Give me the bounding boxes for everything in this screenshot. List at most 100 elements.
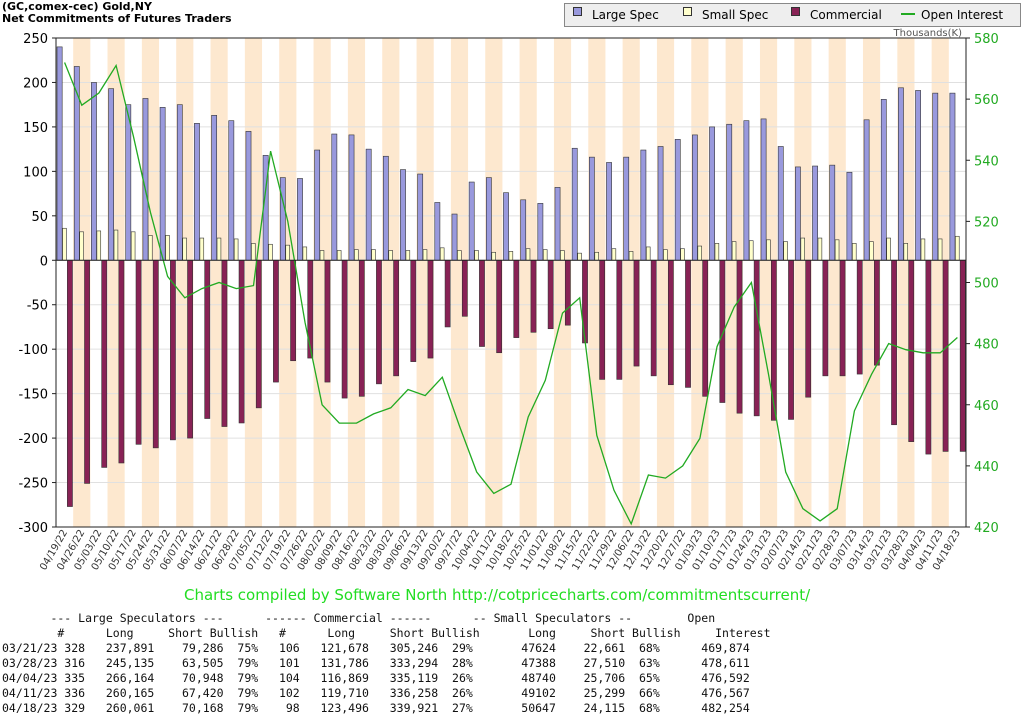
bar-small-spec (182, 237, 187, 261)
bar-small-spec (731, 241, 737, 261)
bar-commercial (427, 259, 434, 359)
bar-small-spec (525, 248, 531, 261)
bar-large-spec (537, 203, 544, 261)
bar-small-spec (594, 251, 599, 261)
bar-commercial (839, 259, 846, 377)
column-band (416, 38, 434, 527)
bar-small-spec (199, 237, 205, 261)
bar-commercial (513, 259, 520, 338)
bar-large-spec (245, 131, 252, 261)
bar-commercial (187, 259, 193, 439)
bar-commercial (856, 259, 863, 375)
bar-large-spec (932, 92, 939, 261)
right-tick-label: 420 (974, 521, 999, 536)
left-tick-label: -100 (18, 343, 48, 358)
bar-commercial (753, 259, 760, 417)
bar-large-spec (228, 120, 235, 261)
column-band (450, 38, 469, 527)
bar-large-spec (795, 166, 801, 261)
bar-commercial (736, 259, 743, 414)
left-tick-label: -300 (18, 521, 48, 536)
legend-swatch-small-spec (683, 7, 692, 16)
right-tick-label: 520 (974, 215, 999, 230)
bar-small-spec (834, 239, 840, 261)
bar-commercial (255, 259, 262, 409)
bar-large-spec (520, 199, 527, 261)
bar-small-spec (628, 251, 634, 261)
bar-small-spec (542, 249, 548, 261)
line-open-interest (63, 62, 958, 526)
bar-large-spec (468, 181, 475, 261)
bar-large-spec (56, 46, 63, 261)
bar-large-spec (692, 134, 698, 261)
bar-large-spec (348, 134, 355, 261)
bar-large-spec (657, 146, 664, 261)
bar-large-spec (623, 156, 630, 261)
bar-small-spec (371, 249, 376, 261)
bar-commercial (530, 259, 537, 333)
bar-large-spec (125, 104, 132, 261)
bar-commercial (290, 259, 296, 362)
bar-commercial (84, 259, 90, 484)
table-row: 03/28/23 316 245,135 63,505 79% 101 131,… (2, 656, 750, 670)
bar-small-spec (285, 244, 290, 261)
bar-small-spec (388, 250, 393, 261)
bar-large-spec (331, 133, 338, 261)
bar-large-spec (382, 155, 389, 261)
bar-large-spec (898, 87, 904, 261)
right-tick-label: 460 (974, 399, 999, 414)
bar-large-spec (400, 169, 406, 261)
bar-small-spec (645, 246, 651, 261)
left-tick-label: 250 (23, 32, 48, 47)
bar-large-spec (949, 92, 956, 261)
right-axis-unit-label: Thousands(K) (893, 28, 963, 39)
chart-subtitle: Net Commitments of Futures Traders (2, 12, 232, 25)
bar-commercial (564, 259, 571, 326)
bar-small-spec (79, 231, 84, 261)
left-tick-label: -250 (18, 477, 48, 492)
left-tick-label: 200 (23, 76, 48, 91)
bar-commercial (685, 259, 691, 388)
bar-small-spec (336, 250, 342, 261)
bar-commercial (170, 259, 176, 441)
chart-title: (GC,comex-cec) Gold,NY (2, 0, 152, 13)
bar-large-spec (194, 123, 200, 261)
bar-commercial (118, 259, 125, 464)
bar-small-spec (319, 250, 325, 261)
bar-commercial (410, 259, 417, 362)
bar-small-spec (611, 248, 617, 261)
bar-commercial (393, 259, 400, 377)
bar-small-spec (577, 252, 582, 261)
bar-commercial (358, 259, 365, 397)
bar-small-spec (233, 238, 239, 261)
bar-large-spec (709, 126, 715, 261)
table-row: 03/21/23 328 237,891 79,286 75% 106 121,… (2, 641, 750, 655)
bar-small-spec (130, 231, 136, 261)
table-row: 04/04/23 335 266,164 70,948 79% 104 116,… (2, 671, 750, 685)
left-tick-label: -150 (18, 388, 48, 403)
table-header-2: # Long Short Bullish # Long Short Bullis… (2, 626, 771, 640)
bar-commercial (633, 259, 640, 367)
bar-large-spec (863, 119, 870, 261)
bar-commercial (616, 259, 623, 380)
bar-small-spec (354, 249, 359, 261)
bar-commercial (444, 259, 451, 328)
bar-large-spec (314, 149, 321, 261)
bar-large-spec (211, 115, 218, 261)
bar-commercial (788, 259, 794, 420)
bar-commercial (702, 259, 709, 397)
bar-commercial (479, 259, 485, 347)
bar-small-spec (800, 237, 805, 261)
bar-large-spec (812, 165, 818, 261)
bar-large-spec (915, 90, 921, 261)
right-tick-label: 580 (974, 32, 999, 47)
bar-large-spec (279, 177, 286, 261)
bar-large-spec (365, 148, 372, 261)
bar-large-spec (571, 147, 578, 261)
bar-small-spec (165, 235, 170, 261)
bar-commercial (925, 259, 932, 455)
left-tick-label: 50 (31, 210, 48, 225)
column-band (828, 38, 846, 527)
bar-large-spec (503, 192, 509, 261)
bar-commercial (805, 259, 812, 398)
